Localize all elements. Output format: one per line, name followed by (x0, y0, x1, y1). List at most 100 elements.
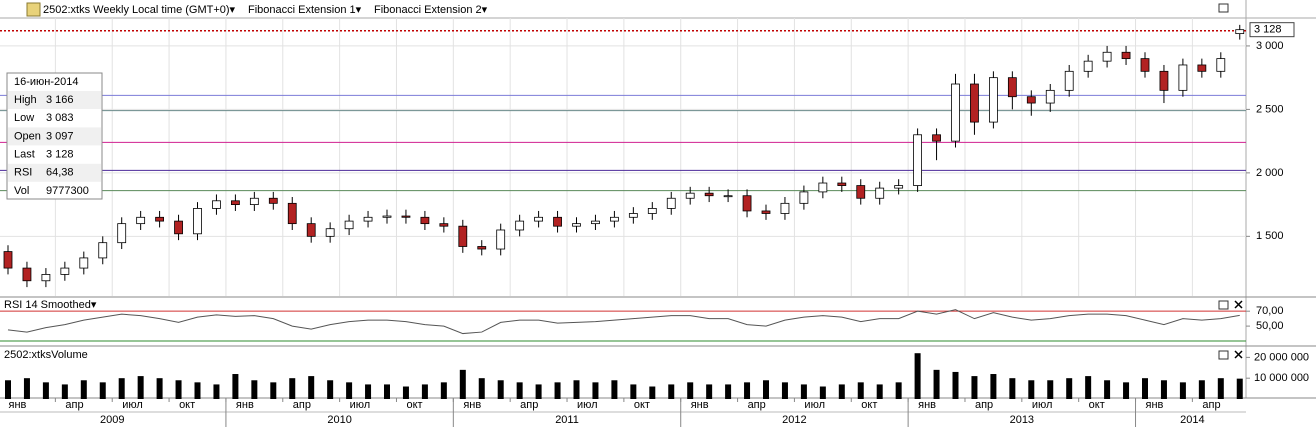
candle-body (1045, 89, 1055, 104)
candle-body (41, 274, 51, 282)
candle-body (401, 215, 411, 218)
x-tick-label: апр (293, 399, 311, 411)
candle-body (1102, 51, 1112, 62)
x-tick-label: апр (65, 399, 83, 411)
x-tick-label: янв (9, 399, 27, 411)
volume-bar (1066, 378, 1073, 399)
candle-body (837, 182, 847, 186)
candle-body (1007, 77, 1017, 98)
info-key: Vol (14, 185, 29, 197)
panel-title: 2502:xtksVolume (4, 349, 88, 361)
volume-bar (611, 380, 618, 399)
volume-bar (668, 384, 675, 399)
candle-body (1235, 29, 1245, 35)
volume-bar (592, 382, 599, 399)
info-rows: High 3 166 Low 3 083 Open 3 097 Last 3 128 RSI 64… (8, 91, 101, 197)
candle-body (1121, 51, 1131, 60)
volume-bar (876, 384, 883, 399)
volume-bar (725, 384, 732, 399)
x-tick-label: апр (748, 399, 766, 411)
candle-body (610, 216, 619, 222)
candle-body (22, 267, 32, 282)
y-tick-label: 3 000 (1256, 40, 1284, 52)
volume-bar (478, 378, 485, 399)
volume-bar (308, 376, 315, 399)
header-item[interactable]: Fibonacci Extension 2▾ (374, 4, 488, 16)
x-tick-label: янв (918, 399, 936, 411)
candle-body (1178, 64, 1188, 91)
candle-body (647, 208, 657, 214)
volume-bar (137, 376, 144, 399)
candle-body (193, 208, 202, 235)
candle-body (761, 210, 771, 214)
x-tick-label: окт (406, 399, 422, 411)
volume-bar (251, 380, 258, 399)
info-row-bg (8, 91, 101, 109)
volume-bar (1236, 378, 1243, 399)
candle-body (799, 191, 809, 204)
info-value: 3 097 (46, 130, 74, 142)
info-value: 3 166 (46, 94, 74, 106)
volume-bar (1217, 378, 1224, 399)
volume-bar (1123, 382, 1130, 399)
info-key: RSI (14, 167, 32, 179)
volume-bar (838, 384, 845, 399)
volume-bar (554, 382, 561, 399)
info-row-bg (8, 163, 101, 182)
candle-body (496, 229, 506, 250)
volume-bar (5, 380, 11, 399)
info-key: High (14, 94, 37, 106)
candle-body (344, 220, 354, 230)
volume-bar (1085, 376, 1092, 399)
year-label: 2011 (555, 414, 579, 426)
x-tick-label: янв (1146, 399, 1164, 411)
volume-bar (327, 380, 334, 399)
header-item[interactable]: 2502:xtks Weekly Local time (GMT+0)▾ (43, 4, 236, 16)
maximize-button[interactable] (1218, 300, 1229, 310)
candle-body (1197, 64, 1207, 72)
close-button[interactable] (1234, 350, 1243, 359)
volume-bar (232, 374, 239, 399)
x-tick-label: окт (634, 399, 650, 411)
candle-body (1140, 58, 1150, 72)
info-key: Last (14, 149, 35, 161)
candle-body (628, 213, 638, 218)
candle-body (79, 257, 89, 269)
volume-bar (194, 382, 201, 399)
x-tick-label: апр (520, 399, 538, 411)
volume-bar (781, 382, 788, 399)
close-button[interactable] (1234, 300, 1243, 309)
volume-bar (971, 376, 978, 399)
volume-bar (61, 384, 68, 399)
candle-body (212, 200, 221, 209)
info-value: 64,38 (46, 167, 74, 179)
y-tick-label: 50,00 (1256, 320, 1284, 332)
candle-body (477, 246, 487, 250)
candle-body (249, 197, 259, 206)
maximize-button[interactable] (1218, 350, 1229, 360)
header-item[interactable]: Fibonacci Extension 1▾ (248, 4, 362, 16)
volume-bar (687, 382, 694, 399)
x-tick-label: окт (861, 399, 877, 411)
volume-bar (535, 384, 542, 399)
candle-body (1216, 58, 1226, 72)
volume-bar (744, 382, 751, 399)
volume-bar (365, 384, 372, 399)
candle-body (136, 216, 146, 225)
eq-icon[interactable] (26, 2, 41, 17)
volume-bar (270, 382, 277, 399)
year-label: 2009 (100, 414, 124, 426)
last-price-marker (1249, 22, 1295, 38)
candle-body (951, 83, 960, 142)
candle-body (723, 195, 733, 198)
info-box: 16-июн-2014 High 3 166 Low 3 083 Open 3 097 La… (6, 72, 103, 200)
y-tick-label: 70,00 (1256, 305, 1284, 317)
maximize-button[interactable] (1218, 3, 1229, 13)
year-label: 2014 (1180, 414, 1204, 426)
volume-bar (346, 382, 353, 399)
volume-bar (1047, 380, 1054, 399)
info-value: 3 083 (46, 112, 74, 124)
candle-body (363, 216, 373, 222)
candle-body (1064, 70, 1074, 91)
volume-bar (895, 382, 902, 399)
